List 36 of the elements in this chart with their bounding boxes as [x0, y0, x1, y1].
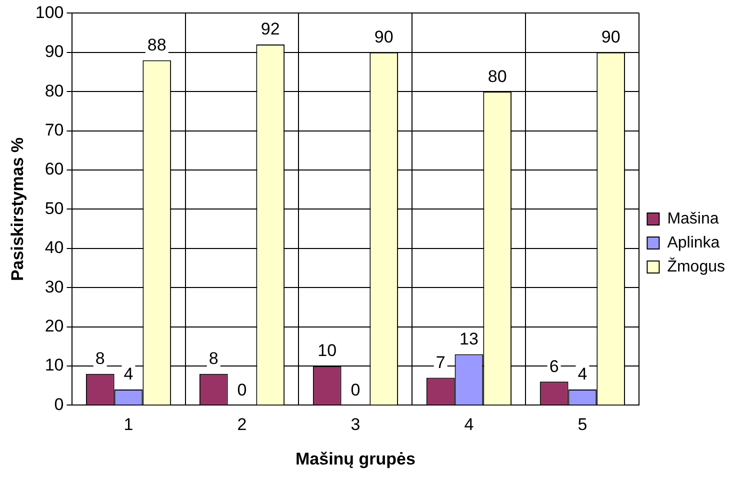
- legend-label: Aplinka: [667, 234, 720, 252]
- y-tick-label: 50: [44, 198, 64, 218]
- y-tick-label: 100: [35, 2, 64, 22]
- data-label: 7: [436, 352, 446, 372]
- data-label: 8: [95, 349, 105, 368]
- y-axis-title: Pasiskirstymas %: [8, 137, 27, 282]
- data-label: 90: [374, 28, 394, 47]
- y-tick-label: 70: [44, 120, 64, 140]
- y-tick-label: 0: [54, 394, 64, 414]
- data-label: 0: [237, 380, 247, 400]
- y-tick-label: 60: [44, 160, 64, 179]
- x-tick-label: 1: [124, 415, 134, 434]
- x-tick-label: 3: [350, 415, 360, 434]
- data-label: 90: [601, 28, 620, 47]
- y-tick-label: 80: [44, 81, 64, 100]
- y-tick-label: 40: [44, 238, 64, 258]
- data-label: 8: [208, 349, 218, 368]
- y-tick-label: 90: [44, 42, 64, 62]
- data-label: 80: [488, 66, 507, 86]
- data-label: 88: [147, 35, 166, 54]
- legend-label: Žmogus: [667, 257, 725, 276]
- data-label: 92: [260, 20, 280, 39]
- x-axis-title: Mašinų grupės: [296, 449, 416, 468]
- data-label: 13: [460, 329, 478, 348]
- x-tick-label: 5: [578, 415, 588, 434]
- data-label: 10: [318, 341, 337, 360]
- data-label: 6: [549, 356, 559, 376]
- data-label: 4: [578, 364, 588, 384]
- x-tick-label: 4: [464, 415, 474, 434]
- y-tick-label: 20: [44, 316, 64, 336]
- data-label: 4: [124, 364, 134, 384]
- y-tick-label: 10: [44, 356, 64, 375]
- x-tick-label: 2: [237, 415, 247, 434]
- legend-label: Mašina: [667, 210, 719, 228]
- data-label: 0: [350, 380, 360, 400]
- y-tick-label: 30: [44, 277, 64, 296]
